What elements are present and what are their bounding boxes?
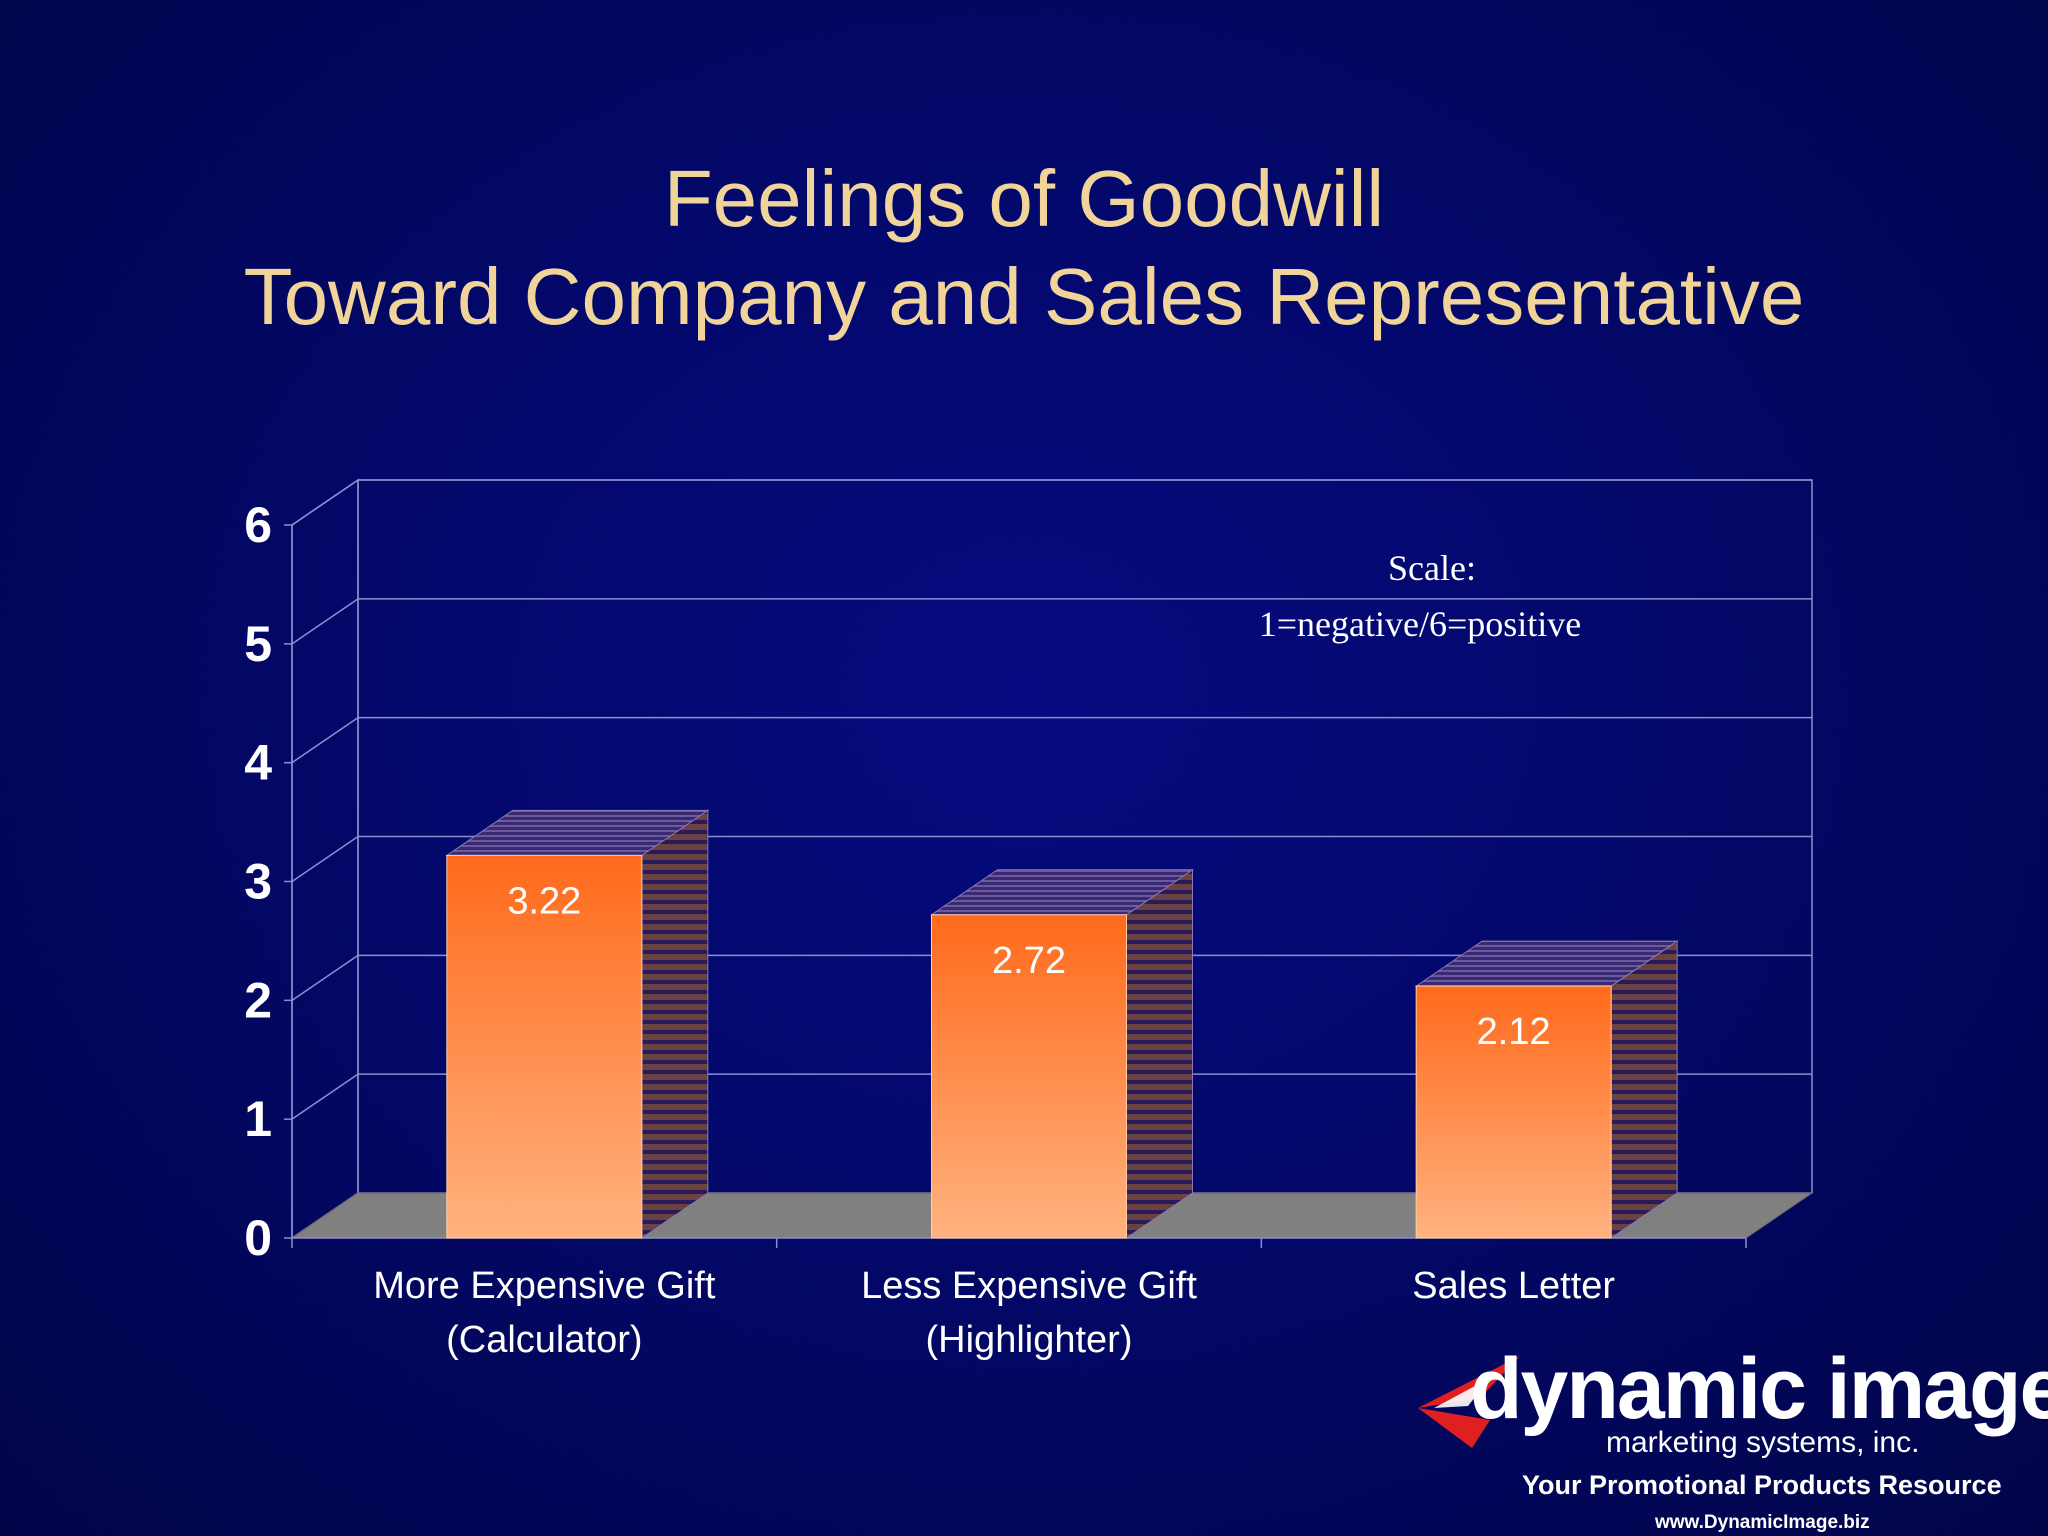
- x-tick-label: Less Expensive Gift (Highlighter): [861, 1265, 1197, 1361]
- gridline-side: [291, 717, 359, 764]
- y-tick-label: 3: [244, 854, 272, 910]
- slide-title: Feelings of Goodwill Toward Company and …: [0, 150, 2048, 346]
- scale-annotation: Scale: 1=negative/6=positive: [1259, 548, 1582, 644]
- logo-tagline: Your Promotional Products Resource: [1522, 1470, 2002, 1500]
- gridline-side: [291, 479, 359, 526]
- x-tick-label-line: (Calculator): [446, 1319, 642, 1361]
- logo-word: dynamic image: [1470, 1341, 2048, 1437]
- x-tick-label-line: (Highlighter): [926, 1319, 1133, 1361]
- bars: 3.22 2.72 2.12: [445, 809, 1679, 1239]
- swoosh-icon: [1418, 1356, 1520, 1448]
- bar-2: 2.72: [929, 868, 1195, 1239]
- bar-side: [641, 809, 709, 1239]
- annotation-line-1: Scale:: [1388, 548, 1476, 588]
- gridline-side: [291, 1073, 359, 1120]
- y-tick-label: 1: [244, 1091, 272, 1147]
- x-tick-label-line: Less Expensive Gift: [861, 1265, 1197, 1307]
- company-logo: dynamic image marketing systems, inc. Yo…: [1410, 1341, 2048, 1536]
- x-tick-label: More Expensive Gift (Calculator): [373, 1265, 716, 1361]
- title-line-2: Toward Company and Sales Representative: [243, 252, 1805, 341]
- x-tick-label-line: Sales Letter: [1412, 1265, 1615, 1307]
- bar-1: 3.22: [445, 809, 710, 1239]
- y-tick-label: 6: [244, 497, 272, 553]
- bar-side: [1610, 940, 1678, 1239]
- gridline-side: [291, 835, 359, 883]
- bar-front: [446, 854, 643, 1239]
- x-tick-label-line: More Expensive Gift: [373, 1265, 716, 1307]
- data-label: 2.72: [992, 940, 1066, 982]
- bar-front: [931, 914, 1127, 1239]
- x-axis-labels: More Expensive Gift (Calculator) Less Expe…: [291, 1238, 1747, 1361]
- logo-url: www.DynamicImage.biz: [1655, 1512, 1870, 1533]
- logo-subtitle: marketing systems, inc.: [1606, 1426, 1920, 1459]
- x-tick-label: Sales Letter: [1412, 1265, 1615, 1307]
- y-tick-label: 2: [244, 972, 272, 1028]
- data-label: 3.22: [507, 880, 581, 922]
- title-line-1: Feelings of Goodwill: [663, 154, 1385, 243]
- gridline-side: [291, 598, 359, 645]
- bar-front: [1415, 985, 1612, 1239]
- bar-3: 2.12: [1414, 940, 1679, 1239]
- gridline-side: [291, 954, 359, 1001]
- annotation-line-2: 1=negative/6=positive: [1259, 604, 1582, 644]
- bar-side: [1126, 868, 1193, 1239]
- y-tick-label: 0: [244, 1210, 272, 1266]
- y-tick-label: 5: [244, 616, 272, 672]
- y-tick-label: 4: [244, 735, 272, 791]
- y-axis-ticks: 0 1 2 3 4 5 6: [244, 497, 292, 1266]
- data-label: 2.12: [1477, 1011, 1551, 1053]
